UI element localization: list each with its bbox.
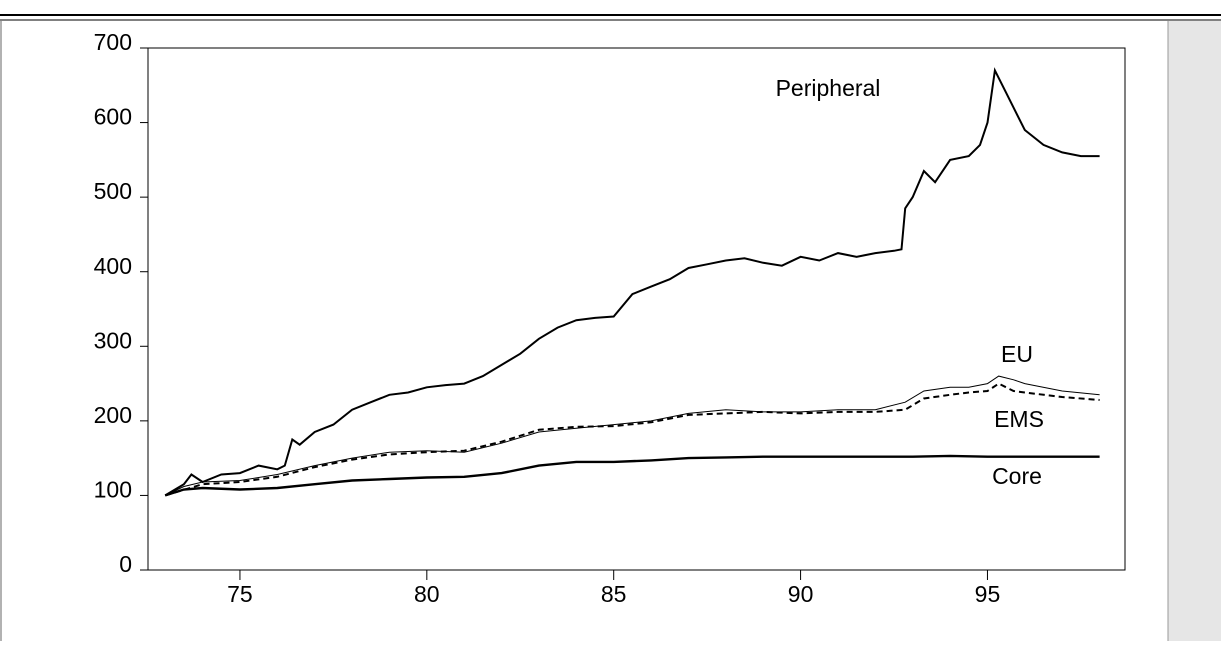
y-tick-label: 100 <box>94 477 132 503</box>
series-line <box>164 454 1100 497</box>
y-tick-label: 700 <box>94 29 132 55</box>
y-tick-label: 500 <box>94 178 132 204</box>
x-tick-label: 80 <box>414 581 440 607</box>
y-tick-label: 0 <box>119 551 132 577</box>
side-panel <box>1168 21 1221 641</box>
y-tick-label: 200 <box>94 402 132 428</box>
series-label: Core <box>992 463 1042 489</box>
x-tick-label: 75 <box>227 581 253 607</box>
series-label: EMS <box>994 406 1044 432</box>
series-label: Peripheral <box>776 75 881 101</box>
y-tick-label: 400 <box>94 253 132 279</box>
x-tick-label: 95 <box>975 581 1001 607</box>
y-tick-label: 300 <box>94 327 132 353</box>
series-line <box>164 382 1100 497</box>
series-line <box>164 67 1100 497</box>
y-tick-label: 600 <box>94 104 132 130</box>
x-tick-label: 90 <box>788 581 814 607</box>
x-tick-label: 85 <box>601 581 627 607</box>
series-label: EU <box>1001 341 1033 367</box>
series-line <box>164 375 1100 496</box>
plot-frame <box>147 47 1126 571</box>
